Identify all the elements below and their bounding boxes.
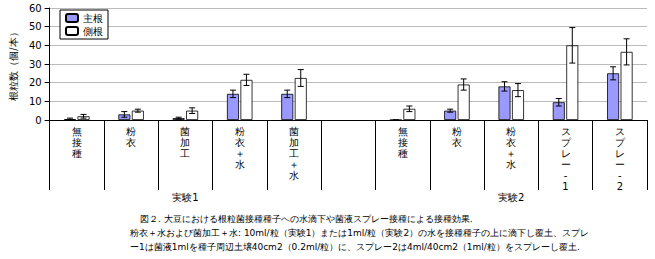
svg-text:無: 無 — [398, 126, 408, 137]
svg-text:加: 加 — [180, 137, 190, 148]
svg-text:衣: 衣 — [235, 137, 245, 148]
svg-text:＋: ＋ — [506, 148, 516, 159]
svg-text:-: - — [564, 170, 568, 181]
svg-text:主根: 主根 — [83, 13, 103, 24]
svg-text:工: 工 — [289, 148, 299, 159]
svg-text:種: 種 — [398, 148, 408, 159]
svg-text:粉: 粉 — [506, 126, 516, 137]
svg-text:水: 水 — [235, 159, 245, 170]
svg-text:粉: 粉 — [235, 126, 245, 137]
svg-text:30: 30 — [29, 59, 42, 70]
svg-text:50: 50 — [29, 21, 42, 32]
svg-text:ス: ス — [561, 126, 571, 137]
svg-text:接: 接 — [72, 137, 82, 148]
svg-text:衣: 衣 — [506, 137, 516, 148]
svg-text:0: 0 — [35, 115, 41, 126]
svg-text:-: - — [618, 170, 622, 181]
svg-text:プ: プ — [615, 137, 626, 148]
svg-text:図２. 大豆における根粒菌接種種子への水滴下や菌液スプレー接: 図２. 大豆における根粒菌接種種子への水滴下や菌液スプレー接種による接種効果. — [140, 214, 473, 224]
svg-text:菌: 菌 — [180, 126, 190, 137]
svg-text:＋: ＋ — [235, 148, 245, 159]
svg-text:レ: レ — [561, 148, 571, 159]
svg-text:根粒数（個/本）: 根粒数（個/本） — [8, 27, 19, 100]
svg-text:衣: 衣 — [126, 137, 136, 148]
svg-text:60: 60 — [29, 3, 42, 14]
svg-text:1: 1 — [562, 181, 568, 192]
svg-text:接: 接 — [398, 137, 408, 148]
svg-text:ー1は菌液1mlを種子周辺土壌40cm2（0.2ml/粒）に: ー1は菌液1mlを種子周辺土壌40cm2（0.2ml/粒）に、スプレー2は4ml… — [130, 242, 580, 252]
svg-text:ー: ー — [561, 159, 571, 170]
svg-text:加: 加 — [289, 137, 299, 148]
svg-text:ー: ー — [615, 159, 625, 170]
svg-text:粉衣＋水および菌加工＋水: 10ml/粒（実験1）または1m: 粉衣＋水および菌加工＋水: 10ml/粒（実験1）または1ml/粒（実験2）の水… — [130, 228, 589, 238]
svg-text:無: 無 — [72, 126, 82, 137]
svg-text:種: 種 — [72, 148, 82, 159]
svg-text:実験1: 実験1 — [172, 192, 198, 203]
svg-text:レ: レ — [615, 148, 625, 159]
svg-text:プ: プ — [561, 137, 572, 148]
svg-text:側根: 側根 — [83, 26, 103, 37]
svg-text:衣: 衣 — [452, 137, 462, 148]
svg-text:20: 20 — [29, 77, 42, 88]
svg-text:＋: ＋ — [289, 159, 299, 170]
svg-text:実験2: 実験2 — [498, 192, 524, 203]
svg-text:工: 工 — [180, 148, 190, 159]
svg-text:水: 水 — [506, 159, 516, 170]
svg-text:菌: 菌 — [289, 126, 299, 137]
svg-text:粉: 粉 — [452, 126, 462, 137]
svg-text:40: 40 — [29, 40, 42, 51]
svg-text:水: 水 — [289, 170, 299, 181]
svg-text:10: 10 — [29, 96, 42, 107]
svg-text:ス: ス — [615, 126, 625, 137]
svg-text:2: 2 — [617, 181, 623, 192]
svg-text:粉: 粉 — [126, 126, 136, 137]
